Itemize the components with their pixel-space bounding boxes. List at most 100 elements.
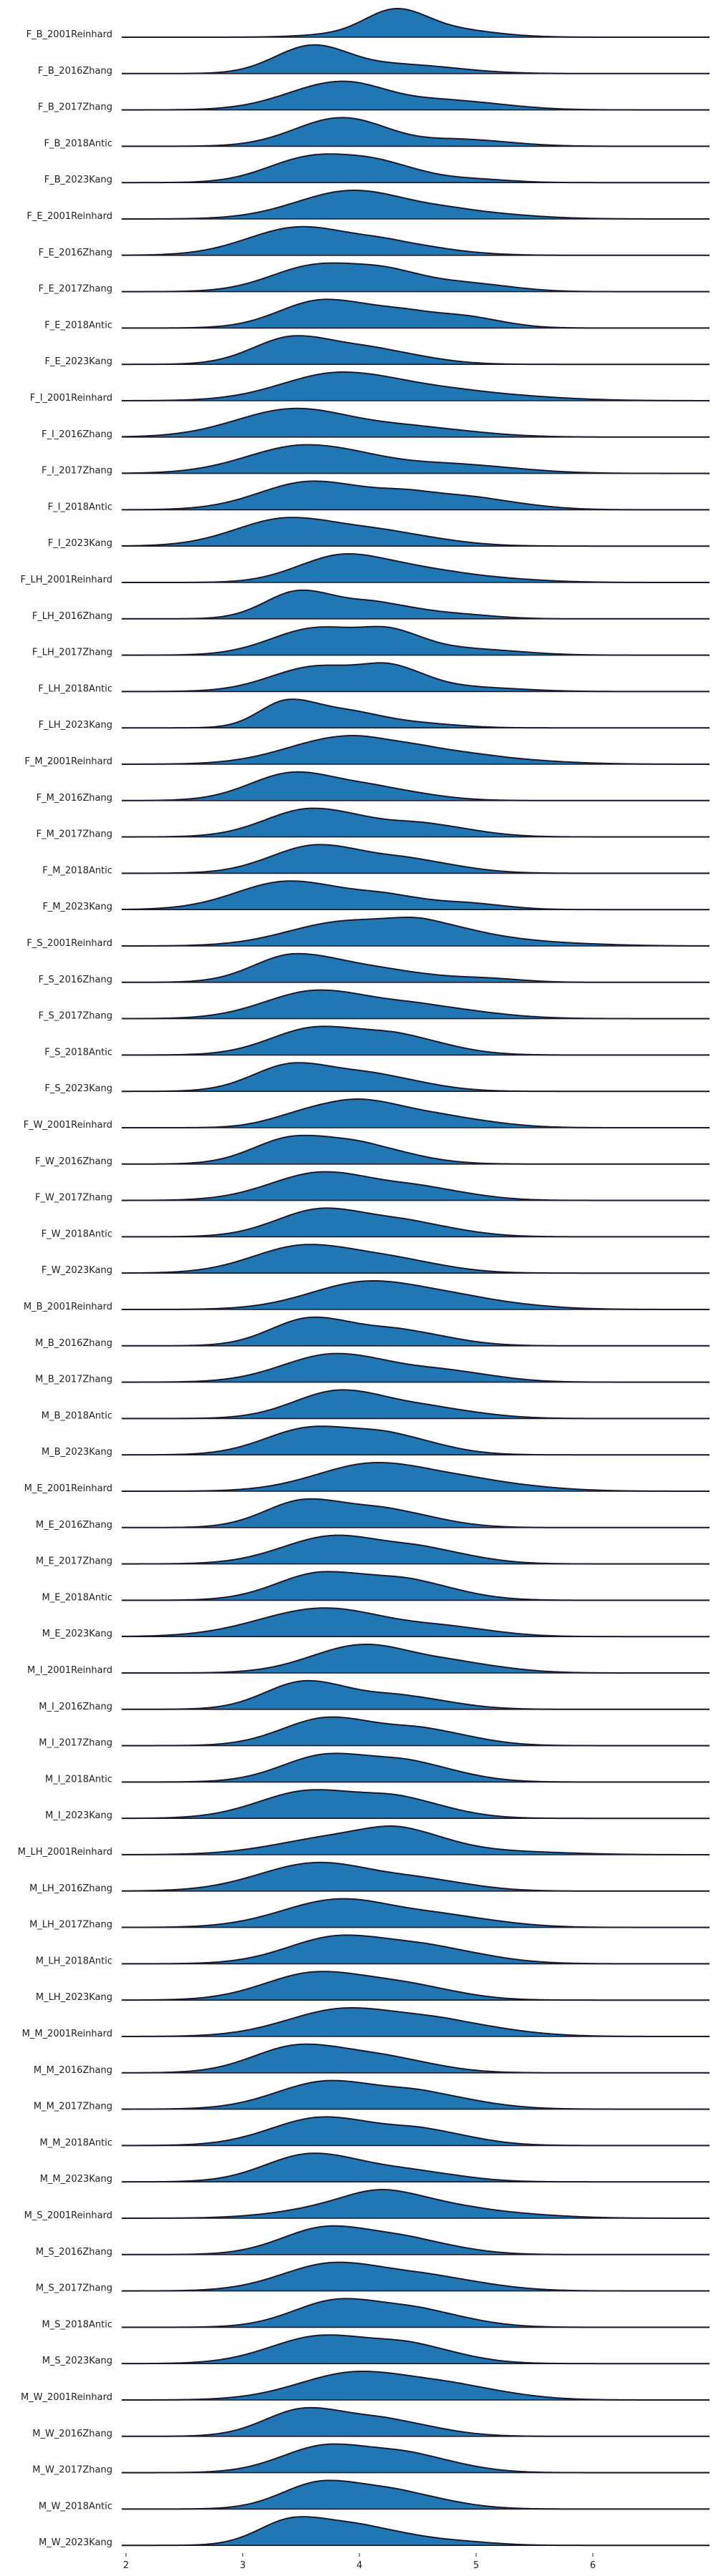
- ridge-row: M_B_2016Zhang: [35, 1316, 710, 1349]
- ridge-row: M_I_2001Reinhard: [27, 1643, 710, 1676]
- ridge-line: [122, 1679, 710, 1710]
- ridge-row: M_W_2017Zhang: [32, 2443, 710, 2476]
- ridge-area: [122, 2225, 710, 2255]
- ridge-area: [122, 1717, 710, 1746]
- ridge-row: F_B_2001Reinhard: [26, 7, 710, 40]
- row-label: F_W_2017Zhang: [35, 1193, 112, 1204]
- ridge-area: [122, 1790, 710, 1819]
- ridge-line: [121, 335, 710, 366]
- ridge-row: F_E_2016Zhang: [39, 225, 710, 258]
- row-label: F_M_2018Antic: [42, 865, 112, 876]
- ridge-area: [122, 1390, 710, 1419]
- row-label: M_S_2016Zhang: [36, 2247, 112, 2258]
- ridge-line: [122, 1971, 710, 2001]
- ridge-area: [122, 1208, 710, 1237]
- ridge-line: [122, 1607, 710, 1638]
- ridge-row: F_S_2016Zhang: [39, 952, 710, 985]
- ridge-line: [122, 1352, 710, 1383]
- ridge-area: [122, 226, 710, 255]
- ridge-line: [121, 117, 710, 147]
- ridge-line: [122, 880, 710, 911]
- ridge-line: [122, 1571, 710, 1601]
- row-label: M_I_2018Antic: [45, 1774, 112, 1785]
- ridge-area: [122, 154, 710, 183]
- ridge-area: [122, 517, 710, 547]
- ridge-area: [122, 2335, 710, 2364]
- x-tick-label: 4: [357, 2560, 362, 2571]
- ridge-row: M_M_2023Kang: [40, 2152, 710, 2185]
- row-label: M_S_2001Reinhard: [24, 2210, 112, 2221]
- row-label: M_LH_2023Kang: [36, 1992, 112, 2003]
- ridge-line: [122, 1461, 710, 1492]
- row-label: F_E_2001Reinhard: [26, 211, 112, 222]
- ridge-area: [122, 2444, 710, 2473]
- ridge-area: [122, 1753, 710, 1782]
- row-label: M_B_2023Kang: [42, 1447, 112, 1458]
- ridge-line: [122, 1171, 710, 1201]
- row-label: F_S_2017Zhang: [39, 1011, 112, 1022]
- ridge-area: [122, 2080, 710, 2109]
- ridge-area: [122, 1426, 710, 1455]
- ridge-line: [121, 480, 710, 511]
- row-label: M_B_2016Zhang: [35, 1338, 112, 1349]
- ridge-line: [122, 844, 710, 874]
- ridge-line: [122, 2116, 710, 2147]
- row-label: F_S_2016Zhang: [39, 975, 112, 985]
- row-label: M_W_2017Zhang: [32, 2465, 112, 2476]
- ridge-area: [122, 1281, 710, 1309]
- ridge-row: M_M_2018Antic: [39, 2116, 710, 2148]
- ridge-line: [122, 2225, 710, 2255]
- ridge-line: [122, 2516, 710, 2547]
- ridge-area: [122, 81, 710, 110]
- ridge-line: [122, 1389, 710, 1420]
- row-label: F_E_2023Kang: [44, 356, 112, 367]
- ridge-line: [122, 1898, 710, 1928]
- ridge-area: [122, 2190, 710, 2218]
- ridge-line: [122, 952, 710, 983]
- ridge-row: F_B_2018Antic: [44, 117, 710, 149]
- ridge-row: M_M_2017Zhang: [34, 2079, 710, 2112]
- row-label: M_W_2023Kang: [39, 2537, 112, 2548]
- ridge-area: [122, 736, 710, 764]
- ridge-line: [122, 2006, 710, 2037]
- ridge-area: [122, 917, 710, 946]
- row-label: F_LH_2017Zhang: [32, 648, 112, 658]
- ridge-row: F_S_2023Kang: [44, 1062, 710, 1094]
- ridge-line: [122, 2406, 710, 2437]
- row-label: M_M_2016Zhang: [34, 2065, 112, 2076]
- row-label: F_I_2017Zhang: [42, 466, 112, 477]
- ridge-area: [122, 2117, 710, 2146]
- ridge-row: M_I_2018Antic: [45, 1752, 710, 1785]
- row-label: M_E_2018Antic: [42, 1592, 112, 1603]
- row-label: M_E_2017Zhang: [36, 1556, 112, 1567]
- ridge-area: [122, 444, 710, 474]
- ridge-area: [122, 2517, 710, 2546]
- ridge-area: [122, 408, 710, 437]
- ridge-area: [122, 1244, 710, 1274]
- ridge-area: [122, 1826, 710, 1855]
- ridge-row: M_B_2018Antic: [42, 1389, 710, 1421]
- ridge-row: F_I_2001Reinhard: [30, 371, 710, 404]
- ridge-line: [122, 1425, 710, 1456]
- ridge-row: M_E_2016Zhang: [36, 1498, 710, 1531]
- ridge-area: [122, 590, 710, 619]
- ridge-line: [122, 2261, 710, 2292]
- ridge-line: [121, 225, 710, 256]
- row-label: M_E_2001Reinhard: [24, 1483, 112, 1494]
- ridge-row: M_I_2017Zhang: [39, 1716, 710, 1749]
- ridge-row: F_S_2001Reinhard: [26, 916, 710, 949]
- ridge-line: [122, 1752, 710, 1783]
- row-label: M_M_2023Kang: [40, 2174, 112, 2185]
- row-label: M_M_2001Reinhard: [22, 2029, 112, 2039]
- ridge-area: [122, 372, 710, 401]
- row-label: M_B_2018Antic: [42, 1410, 112, 1421]
- ridge-row: F_I_2017Zhang: [42, 444, 710, 477]
- ridge-row: F_M_2001Reinhard: [24, 734, 710, 767]
- ridge-area: [122, 2008, 710, 2036]
- row-label: M_W_2016Zhang: [32, 2429, 112, 2439]
- ridge-line: [122, 2443, 710, 2474]
- row-label: F_M_2016Zhang: [37, 793, 112, 804]
- ridge-line: [122, 2371, 710, 2401]
- ridge-line: [121, 80, 710, 111]
